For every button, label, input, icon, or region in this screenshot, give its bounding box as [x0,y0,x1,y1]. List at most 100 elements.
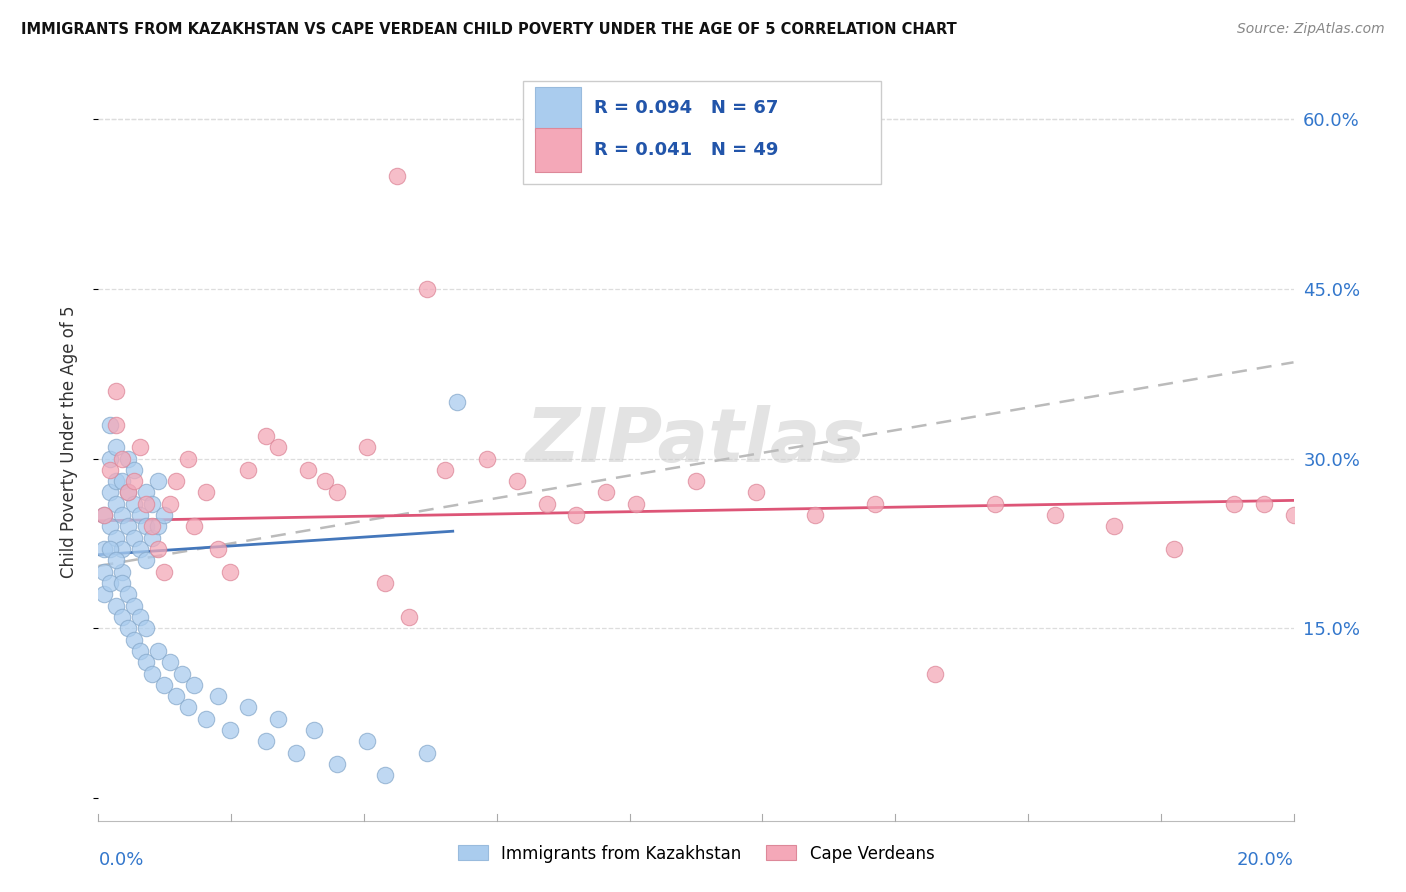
Point [105,440,128,454]
Point [254,429,277,443]
Point [177,451,200,466]
Point [111,451,134,466]
Point [207,542,229,557]
Point [124,531,146,545]
Point [98,485,122,500]
Point [148,542,170,557]
Text: IMMIGRANTS FROM KAZAKHSTAN VS CAPE VERDEAN CHILD POVERTY UNDER THE AGE OF 5 CORR: IMMIGRANTS FROM KAZAKHSTAN VS CAPE VERDE… [21,22,957,37]
Point [141,531,163,545]
Point [105,599,128,613]
Point [135,655,157,669]
Point [565,508,588,522]
Point [148,474,170,488]
Point [506,474,529,488]
Point [626,497,648,511]
Point [1104,519,1126,533]
Point [165,689,187,703]
Point [1223,497,1246,511]
Point [284,746,307,760]
Point [135,497,157,511]
Point [117,451,139,466]
Point [416,746,439,760]
Point [98,417,122,432]
Point [98,463,122,477]
Point [1253,497,1275,511]
Point [93,587,115,601]
Point [326,757,349,772]
Point [745,485,768,500]
Point [159,497,181,511]
Point [111,610,134,624]
Point [117,485,139,500]
Point [111,542,134,557]
Point [446,395,468,409]
Point [685,474,707,488]
Point [219,565,242,579]
Point [124,474,146,488]
Point [141,666,163,681]
Point [804,508,827,522]
Point [124,632,146,647]
Point [302,723,325,738]
Point [117,587,139,601]
Point [98,451,122,466]
Text: Source: ZipAtlas.com: Source: ZipAtlas.com [1237,22,1385,37]
Point [416,282,439,296]
Point [111,565,134,579]
Point [172,666,194,681]
Point [984,497,1007,511]
Point [93,565,115,579]
Point [865,497,887,511]
Point [135,621,157,635]
Point [129,542,152,557]
Point [183,678,205,692]
Point [111,508,134,522]
Point [124,463,146,477]
Point [475,451,498,466]
Point [236,700,259,714]
Point [1282,508,1305,522]
Point [98,519,122,533]
Point [219,723,242,738]
Point [297,463,319,477]
Point [117,621,139,635]
Point [159,655,181,669]
Point [129,610,152,624]
Point [105,553,128,567]
Point [98,576,122,591]
Point [117,485,139,500]
Point [254,734,277,748]
Point [434,463,457,477]
Point [105,384,128,398]
Point [165,474,187,488]
Point [124,599,146,613]
Point [398,610,420,624]
Point [135,553,157,567]
Point [267,712,290,726]
Point [326,485,349,500]
Point [595,485,617,500]
Point [924,666,946,681]
Legend: Immigrants from Kazakhstan, Cape Verdeans: Immigrants from Kazakhstan, Cape Verdean… [451,838,941,869]
Text: R = 0.094   N = 67: R = 0.094 N = 67 [595,99,779,117]
Point [153,508,176,522]
FancyBboxPatch shape [534,87,581,132]
Text: 0.0%: 0.0% [98,851,143,869]
Point [374,768,396,782]
Point [195,485,218,500]
Point [105,531,128,545]
Point [105,497,128,511]
Point [236,463,259,477]
Text: R = 0.041   N = 49: R = 0.041 N = 49 [595,141,779,159]
Point [141,519,163,533]
Point [135,519,157,533]
Point [124,497,146,511]
Point [177,700,200,714]
Point [207,689,229,703]
Point [356,734,378,748]
Point [153,678,176,692]
Point [1163,542,1185,557]
Point [141,497,163,511]
Point [111,474,134,488]
Point [356,440,378,454]
